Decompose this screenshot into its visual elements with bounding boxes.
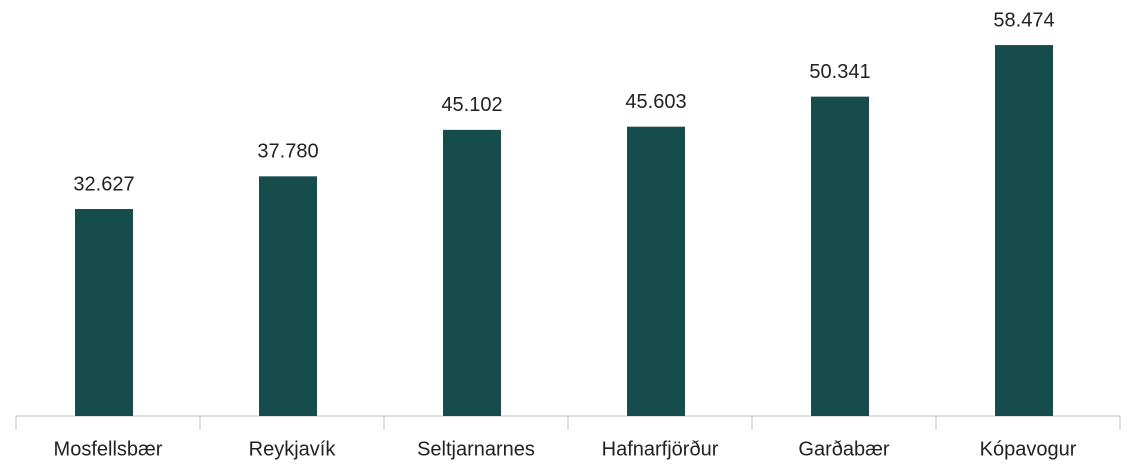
value-label: 58.474 xyxy=(993,9,1054,31)
bar xyxy=(995,45,1053,416)
value-label: 32.627 xyxy=(73,173,134,195)
value-label: 37.780 xyxy=(257,141,318,163)
bar xyxy=(75,209,133,416)
x-tick-label: Seltjarnarnes xyxy=(417,438,535,460)
x-tick-label: Hafnarfjörður xyxy=(602,438,719,460)
value-label: 45.603 xyxy=(625,91,686,113)
x-tick-label: Mosfellsbær xyxy=(54,438,163,460)
bar xyxy=(811,96,869,417)
x-tick-label: Reykjavík xyxy=(249,438,337,460)
x-tick-label: Garðabær xyxy=(798,438,889,460)
bar xyxy=(627,126,685,416)
value-label: 45.102 xyxy=(441,94,502,116)
x-tick-label: Kópavogur xyxy=(980,438,1077,460)
bar xyxy=(259,176,317,416)
value-label: 50.341 xyxy=(809,61,870,83)
bar xyxy=(443,129,501,416)
